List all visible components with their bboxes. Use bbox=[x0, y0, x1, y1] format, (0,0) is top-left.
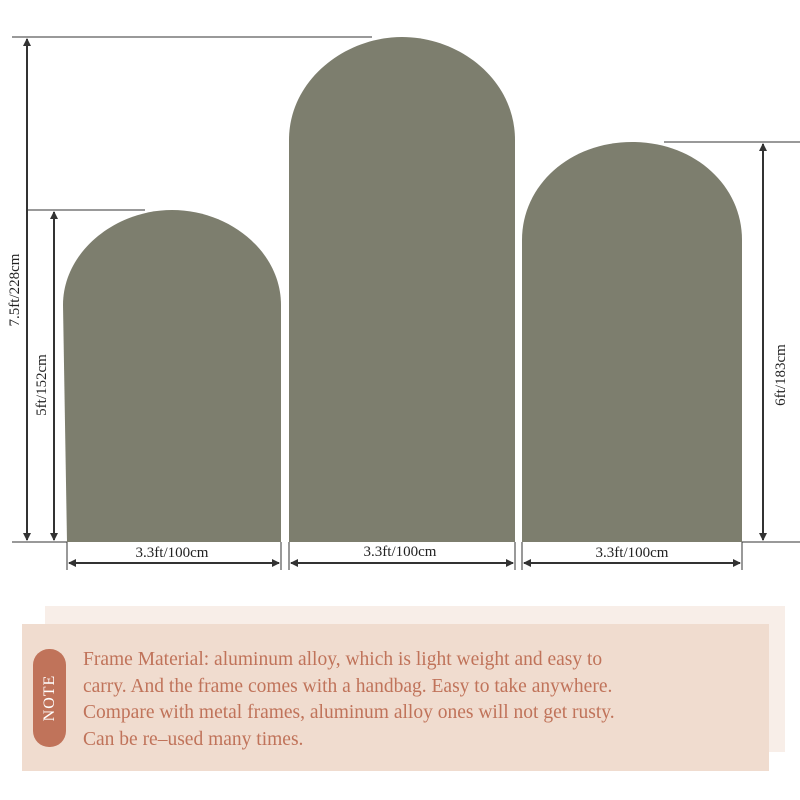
arch-left bbox=[63, 210, 281, 542]
guide-lines bbox=[12, 36, 800, 570]
right-height-label: 6ft/183cm bbox=[773, 344, 789, 406]
dimension-arrows bbox=[23, 38, 767, 567]
left-height-label: 5ft/152cm bbox=[34, 354, 50, 416]
note-line: Frame Material: aluminum alloy, which is… bbox=[83, 649, 603, 670]
arch-diagram: 7.5ft/228cm 5ft/152cm 6ft/183cm 3.3ft/10… bbox=[7, 36, 800, 570]
middle-height-label: 7.5ft/228cm bbox=[7, 253, 23, 326]
arch-right bbox=[522, 142, 742, 542]
note-badge-label: NOTE bbox=[40, 674, 58, 722]
right-width-label: 3.3ft/100cm bbox=[596, 545, 669, 561]
note-text: Frame Material: aluminum alloy, which is… bbox=[83, 647, 773, 753]
note-line: Can be re‒used many times. bbox=[83, 728, 304, 750]
left-width-label: 3.3ft/100cm bbox=[136, 545, 209, 561]
note-line: Compare with metal frames, aluminum allo… bbox=[83, 702, 615, 723]
note-badge: NOTE bbox=[33, 649, 66, 747]
note-line: carry. And the frame comes with a handba… bbox=[83, 675, 613, 697]
note-panel bbox=[22, 624, 769, 771]
arch-middle bbox=[289, 37, 515, 542]
middle-width-label: 3.3ft/100cm bbox=[364, 544, 437, 560]
